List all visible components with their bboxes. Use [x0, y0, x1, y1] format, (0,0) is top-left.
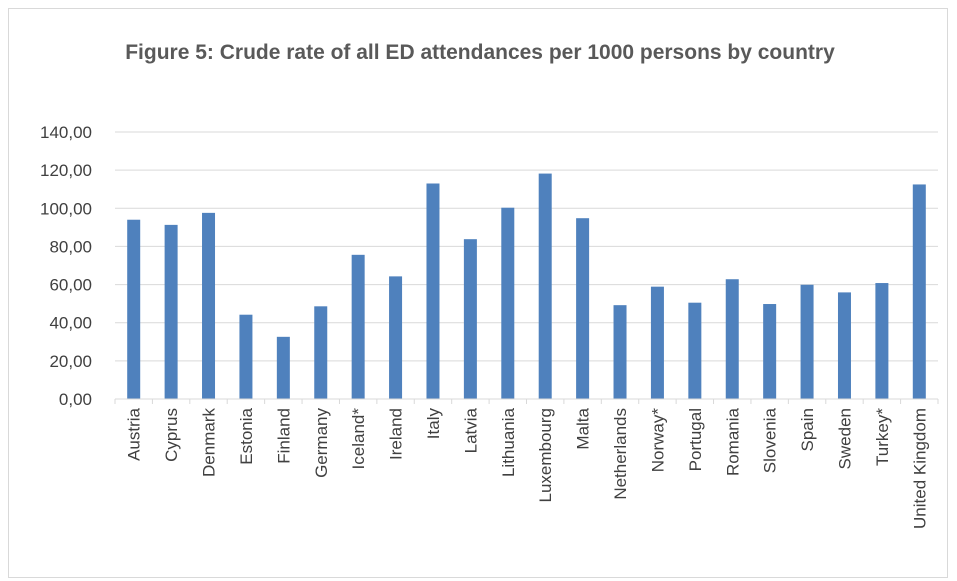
x-axis-category-labels: Austria Cyprus Denmark Estonia Finland German… — [125, 407, 930, 529]
bar — [127, 219, 141, 399]
x-category-label: Latvia — [461, 407, 480, 453]
x-category-label: Lithuania — [499, 407, 518, 477]
bars — [127, 173, 926, 399]
x-category-label: Slovenia — [761, 407, 780, 473]
bar — [202, 212, 216, 399]
y-tick-label: 60,00 — [49, 276, 92, 295]
y-tick-label: 140,00 — [40, 123, 92, 142]
bar — [613, 305, 627, 399]
gridlines — [115, 131, 938, 362]
x-category-label: Sweden — [835, 408, 854, 469]
x-category-label: Finland — [274, 408, 293, 464]
bar — [389, 276, 403, 399]
y-tick-label: 120,00 — [40, 161, 92, 180]
bar — [426, 183, 440, 399]
bar — [837, 292, 851, 399]
bar — [164, 224, 178, 399]
y-tick-label: 40,00 — [49, 314, 92, 333]
bar — [725, 279, 739, 399]
x-category-label: Ireland — [387, 408, 406, 460]
bar — [875, 283, 889, 399]
x-category-label: Turkey* — [873, 408, 892, 466]
bar — [688, 302, 702, 399]
y-tick-label: 0,00 — [59, 390, 92, 409]
y-tick-label: 20,00 — [49, 352, 92, 371]
chart-title: Figure 5: Crude rate of all ED attendanc… — [125, 41, 835, 64]
x-axis — [114, 398, 939, 404]
x-category-label: Malta — [574, 407, 593, 449]
bar — [763, 304, 777, 399]
bar — [538, 173, 552, 399]
x-category-label: Estonia — [237, 407, 256, 464]
x-category-label: Netherlands — [611, 408, 630, 500]
y-tick-label: 80,00 — [49, 237, 92, 256]
y-axis-tick-labels: 0,00 20,00 40,00 60,00 80,00 100,00 120,00 140,… — [40, 123, 92, 409]
bar — [314, 306, 328, 399]
bar — [650, 286, 664, 399]
x-category-label: Iceland* — [349, 408, 368, 470]
x-category-label: Germany — [312, 408, 331, 478]
bar — [912, 184, 926, 399]
x-category-label: Luxembourg — [536, 408, 555, 503]
y-tick-label: 100,00 — [40, 199, 92, 218]
x-category-label: Austria — [125, 407, 144, 460]
bar — [576, 218, 590, 399]
x-category-label: Italy — [424, 408, 443, 440]
bar — [800, 284, 814, 399]
bar — [276, 336, 290, 399]
x-category-label: Cyprus — [162, 408, 181, 462]
x-category-label: Portugal — [686, 408, 705, 471]
x-category-label: Norway* — [648, 408, 667, 473]
bar — [351, 254, 365, 399]
bar — [463, 239, 477, 399]
bar — [239, 314, 253, 399]
x-category-label: Romania — [723, 407, 742, 476]
x-category-label: Denmark — [200, 408, 219, 477]
bar — [501, 207, 515, 399]
x-category-label: Spain — [798, 408, 817, 451]
x-category-label: United Kingdom — [910, 408, 929, 529]
